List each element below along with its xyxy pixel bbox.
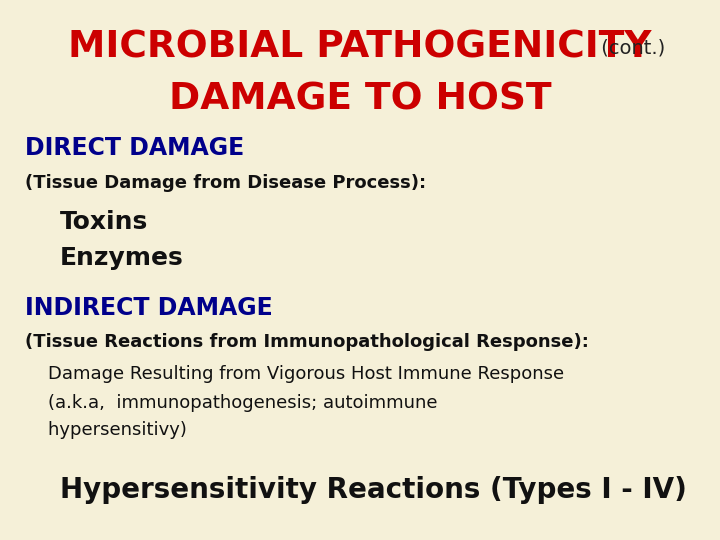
Text: INDIRECT DAMAGE: INDIRECT DAMAGE — [25, 296, 273, 320]
Text: Damage Resulting from Vigorous Host Immune Response: Damage Resulting from Vigorous Host Immu… — [25, 365, 564, 383]
Text: (a.k.a,  immunopathogenesis; autoimmune: (a.k.a, immunopathogenesis; autoimmune — [25, 394, 438, 412]
Text: DAMAGE TO HOST: DAMAGE TO HOST — [168, 82, 552, 118]
Text: (cont.): (cont.) — [595, 38, 665, 57]
Text: DIRECT DAMAGE: DIRECT DAMAGE — [25, 136, 244, 160]
Text: Enzymes: Enzymes — [60, 246, 184, 270]
Text: MICROBIAL PATHOGENICITY: MICROBIAL PATHOGENICITY — [68, 30, 652, 66]
Text: Hypersensitivity Reactions (Types I - IV): Hypersensitivity Reactions (Types I - IV… — [60, 476, 687, 504]
Text: (Tissue Damage from Disease Process):: (Tissue Damage from Disease Process): — [25, 174, 426, 192]
Text: hypersensitivy): hypersensitivy) — [25, 421, 187, 439]
Text: Toxins: Toxins — [60, 210, 148, 234]
Text: (Tissue Reactions from Immunopathological Response):: (Tissue Reactions from Immunopathologica… — [25, 333, 589, 351]
